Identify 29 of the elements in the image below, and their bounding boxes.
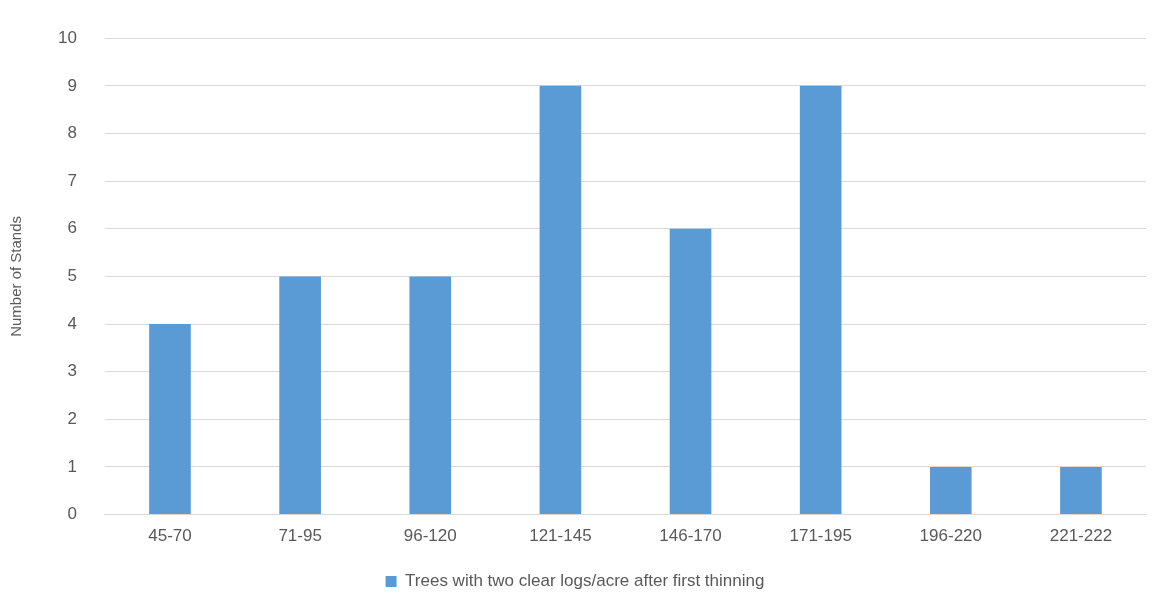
y-tick-label: 2 <box>67 409 77 429</box>
x-tick-label: 196-220 <box>919 526 982 546</box>
y-tick-label: 1 <box>67 456 77 476</box>
y-tick-label: 0 <box>67 504 77 524</box>
x-tick-label: 45-70 <box>148 526 192 546</box>
x-tick-label: 121-145 <box>529 526 592 546</box>
bar <box>149 324 191 515</box>
bar <box>539 85 582 515</box>
x-tick-label: 171-195 <box>789 526 852 546</box>
x-tick-label: 71-95 <box>278 526 322 546</box>
bar <box>279 276 321 515</box>
bar <box>1060 466 1102 515</box>
y-tick-label: 3 <box>67 361 77 381</box>
x-tick-label: 221-222 <box>1049 526 1113 546</box>
y-tick-label: 7 <box>67 170 77 190</box>
bar <box>799 85 842 515</box>
y-axis-title: Number of Stands <box>7 215 25 337</box>
y-tick-label: 8 <box>67 123 77 143</box>
y-tick-label: 4 <box>67 313 77 333</box>
y-tick-label: 5 <box>67 266 77 286</box>
x-tick-label: 146-170 <box>659 526 722 546</box>
bar <box>669 228 712 515</box>
y-tick-label: 9 <box>67 75 77 95</box>
x-tick-label: 96-120 <box>403 526 457 546</box>
bar <box>409 276 452 515</box>
legend-label: Trees with two clear logs/acre after first thinning <box>405 571 765 591</box>
y-tick-label: 10 <box>57 27 77 47</box>
y-tick-label: 6 <box>67 218 77 238</box>
bar <box>929 466 972 515</box>
